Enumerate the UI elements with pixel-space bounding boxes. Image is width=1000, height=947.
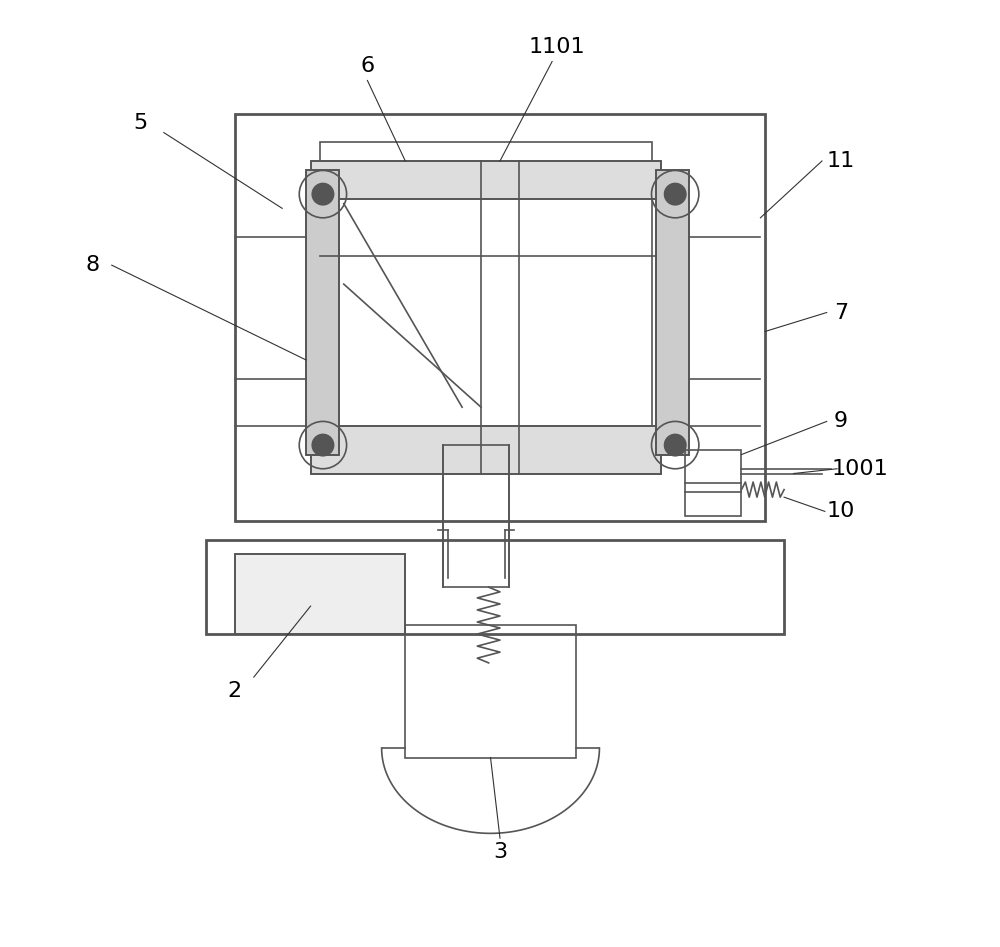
Text: 7: 7	[834, 302, 848, 323]
Bar	[320, 142, 652, 455]
Text: 5: 5	[133, 113, 147, 134]
Bar	[206, 540, 784, 634]
Text: 11: 11	[827, 151, 855, 171]
Bar	[311, 426, 661, 474]
Circle shape	[665, 184, 686, 205]
Circle shape	[312, 435, 334, 456]
Bar	[235, 114, 765, 521]
Bar	[306, 170, 339, 455]
Text: 1101: 1101	[529, 37, 585, 58]
Text: 6: 6	[360, 56, 374, 77]
Bar	[306, 170, 339, 455]
Bar	[311, 426, 661, 474]
Bar	[656, 170, 689, 455]
Circle shape	[312, 184, 334, 205]
Bar	[235, 554, 405, 634]
Bar	[311, 161, 661, 199]
Text: 10: 10	[827, 501, 855, 522]
Circle shape	[665, 435, 686, 456]
Text: 1001: 1001	[831, 458, 888, 479]
Bar	[443, 445, 509, 587]
Bar	[235, 554, 405, 634]
Text: 2: 2	[228, 681, 242, 702]
Text: 3: 3	[493, 842, 507, 863]
Bar	[685, 450, 741, 516]
Bar	[405, 625, 576, 758]
Bar	[311, 161, 661, 199]
Text: 8: 8	[86, 255, 100, 276]
Bar	[656, 170, 689, 455]
Text: 9: 9	[834, 411, 848, 432]
